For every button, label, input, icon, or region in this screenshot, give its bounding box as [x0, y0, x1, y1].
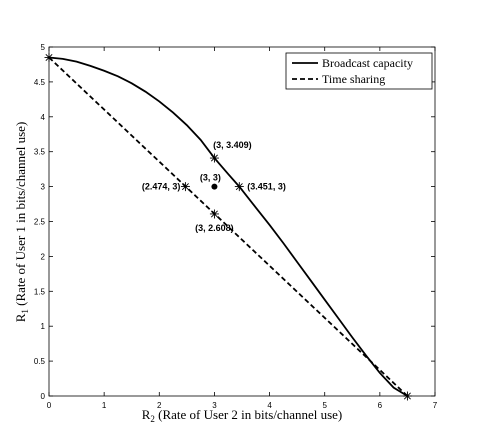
- y-tick-label: 5: [41, 43, 46, 52]
- marker-star: [402, 391, 412, 401]
- marker-layer: [44, 52, 412, 401]
- y-tick-label: 2.5: [34, 218, 46, 227]
- legend-label-time-sharing: Time sharing: [322, 72, 385, 86]
- x-tick-label: 6: [378, 401, 383, 410]
- y-ticks: 0 0.5 1 1.5 2 2.5 3 3.5 4 4.5 5: [34, 43, 435, 401]
- marker-star: [180, 182, 190, 192]
- x-tick-label: 5: [322, 401, 327, 410]
- x-tick-label: 7: [433, 401, 438, 410]
- y-axis-label-prefix: R: [13, 313, 28, 322]
- y-axis-label: R1 (Rate of User 1 in bits/channel use): [13, 122, 30, 323]
- y-tick-label: 1: [41, 322, 46, 331]
- annotation-layer: (3, 3.409) (3, 3) (2.474, 3) (3.451, 3) (3, …: [142, 140, 286, 233]
- marker-dot: [211, 183, 218, 190]
- axes-box: [48, 46, 436, 397]
- y-tick-label: 0.5: [34, 357, 46, 366]
- y-tick-label: 4: [41, 113, 46, 122]
- series-line-broadcast-capacity: [48, 56, 408, 397]
- legend-label-broadcast-capacity: Broadcast capacity: [322, 56, 413, 70]
- y-tick-label: 0: [41, 392, 46, 401]
- marker-star: [209, 209, 219, 219]
- point-annotation: (3, 3): [200, 173, 221, 183]
- x-tick-label: 2: [157, 401, 162, 410]
- y-tick-label: 3: [41, 183, 46, 192]
- legend: Broadcast capacity Time sharing: [285, 52, 433, 90]
- y-axis-label-text: (Rate of User 1 in bits/channel use): [13, 122, 28, 309]
- x-axis-label: R2 (Rate of User 2 in bits/channel use): [142, 407, 343, 424]
- x-tick-label: 0: [47, 401, 52, 410]
- legend-box: [285, 52, 433, 90]
- x-axis-label-subscript: 2: [150, 414, 155, 424]
- marker-star: [44, 52, 54, 62]
- x-ticks: 0 1 2 3 4 5 6 7: [47, 47, 438, 410]
- x-tick-label: 1: [102, 401, 107, 410]
- plot-area: 0 1 2 3 4 5 6 7 0 0.5 1 1.5 2 2.5 3 3.5 4 4.5 5 (3, 3.409…: [34, 43, 438, 410]
- y-axis-label-subscript: 1: [20, 309, 30, 314]
- series-layer: [48, 56, 409, 397]
- y-tick-label: 2: [41, 252, 46, 261]
- point-annotation: (2.474, 3): [142, 182, 181, 192]
- marker-star: [234, 182, 244, 192]
- point-annotation: (3, 3.409): [213, 140, 252, 150]
- x-axis-label-text: (Rate of User 2 in bits/channel use): [155, 407, 342, 422]
- point-annotation: (3, 2.608): [195, 223, 234, 233]
- series-line-time-sharing: [48, 56, 409, 397]
- y-tick-label: 1.5: [34, 287, 46, 296]
- y-tick-label: 4.5: [34, 78, 46, 87]
- x-tick-label: 4: [267, 401, 272, 410]
- x-tick-label: 3: [212, 401, 217, 410]
- y-tick-label: 3.5: [34, 148, 46, 157]
- x-axis-label-prefix: R: [142, 407, 151, 422]
- marker-star: [209, 153, 219, 163]
- point-annotation: (3.451, 3): [247, 182, 286, 192]
